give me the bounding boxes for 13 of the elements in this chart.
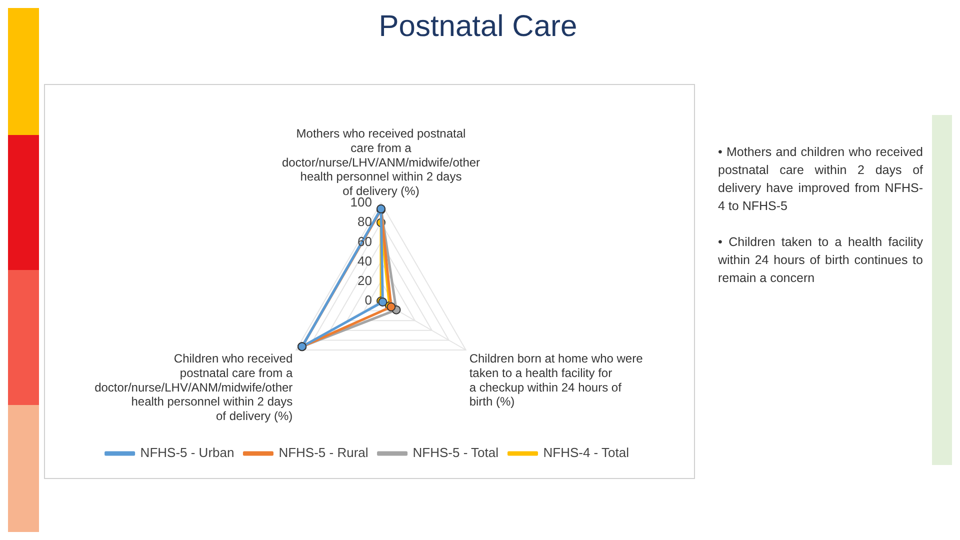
y-tick-label: 40 bbox=[358, 253, 372, 268]
legend-label: NFHS-5 - Total bbox=[412, 445, 499, 460]
legend-label: NFHS-4 - Total bbox=[543, 445, 630, 460]
y-tick-label: 80 bbox=[358, 214, 372, 230]
legend-label: NFHS-5 - Rural bbox=[278, 445, 368, 460]
y-tick-label: 0 bbox=[364, 292, 372, 308]
spoke-label: Children who received postnatal care from a doctor/nurse/LHV/ANM/midwife/other health personnel within 2 days of delivery (%) bbox=[94, 352, 293, 424]
chart-title: Postnatal Care bbox=[378, 10, 578, 44]
text: • Children taken to a health facility within 24 hours of birth continues to remain a concern bbox=[718, 234, 923, 287]
legend-label: NFHS-5 - Urban bbox=[140, 445, 234, 460]
y-tick-label: 20 bbox=[358, 272, 372, 288]
text: • Mothers and children who received postnatal care within 2 days of delivery have improved from NFHS-4 to NFHS-5 bbox=[718, 144, 923, 215]
spoke-label: Children born at home who were taken to a health facility for a checkup within 24 hours of birth (%) bbox=[469, 352, 644, 409]
